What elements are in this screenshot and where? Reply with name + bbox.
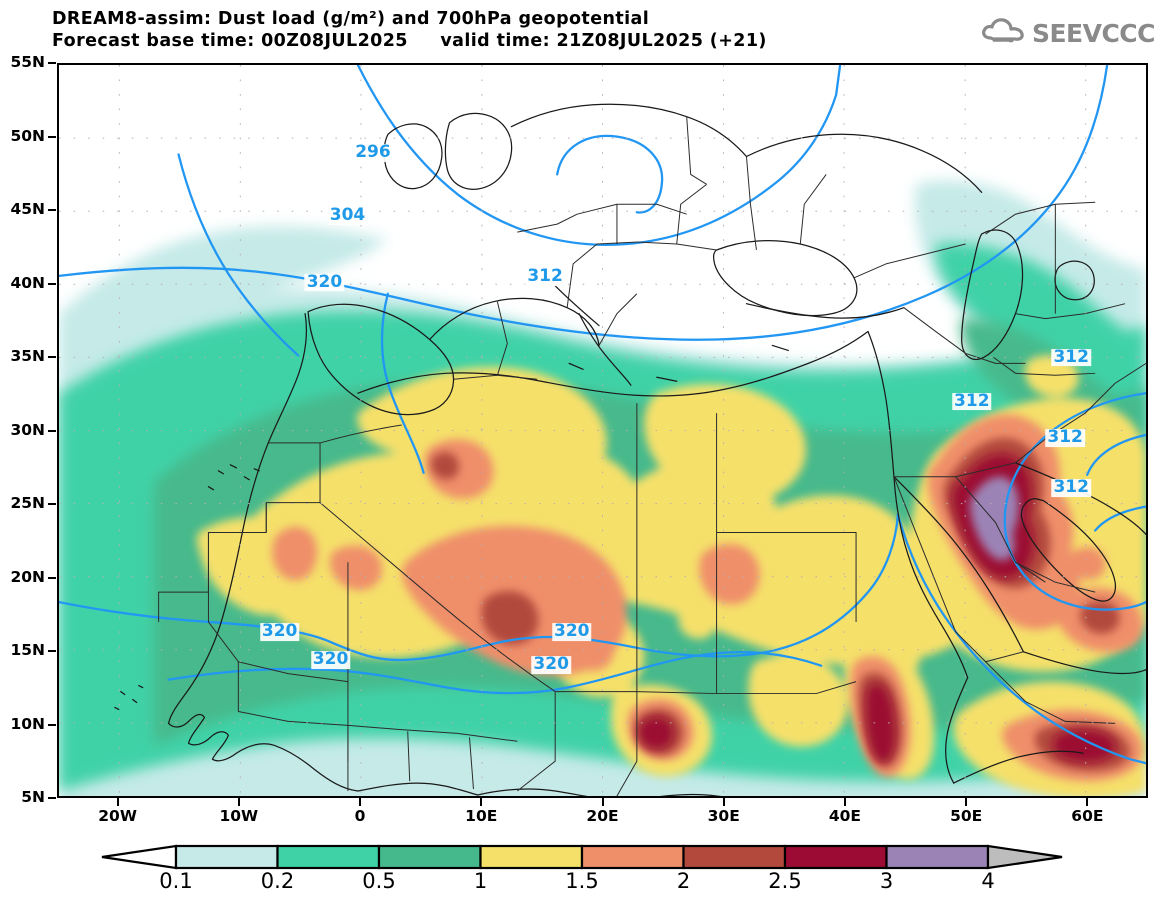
x-axis-label: 60E bbox=[1071, 807, 1104, 825]
colorbar-swatch bbox=[682, 844, 787, 870]
colorbar-tick-label: 0.5 bbox=[362, 869, 396, 893]
colorbar-swatch bbox=[885, 844, 990, 870]
y-axis-label: 15N bbox=[10, 641, 45, 659]
map-plot-area: 296 304 312 312 312 312 312 320 320 320 320 320 bbox=[57, 63, 1148, 798]
country-borders bbox=[158, 116, 1146, 796]
y-axis-label: 30N bbox=[10, 420, 45, 439]
colorbar-swatch bbox=[580, 844, 685, 870]
y-axis-tick bbox=[48, 723, 56, 726]
colorbar-swatch bbox=[479, 844, 584, 870]
y-axis-tick bbox=[48, 576, 56, 579]
logo-text: SEEVCCC bbox=[1031, 18, 1156, 48]
y-axis-tick bbox=[48, 429, 56, 432]
y-axis-tick bbox=[48, 356, 56, 358]
y-axis-tick bbox=[48, 797, 56, 799]
contour-value-label: 312 bbox=[1051, 477, 1091, 498]
x-axis-tick bbox=[480, 798, 483, 806]
coastlines bbox=[114, 103, 1146, 796]
colorbar-tick-label: 1 bbox=[473, 869, 488, 893]
x-axis-tick bbox=[1086, 798, 1089, 806]
colorbar-swatch bbox=[276, 844, 381, 870]
dust-load-map bbox=[59, 65, 1146, 796]
y-axis-tick bbox=[48, 135, 56, 138]
seevccc-logo: SEEVCCC bbox=[981, 16, 1156, 50]
y-axis-tick bbox=[48, 209, 56, 211]
contour-value-label: 320 bbox=[531, 653, 571, 674]
colorbar-tick-label: 2.5 bbox=[768, 869, 802, 893]
x-axis-tick bbox=[722, 798, 725, 806]
y-axis-label: 20N bbox=[10, 567, 45, 586]
x-axis-label: 40E bbox=[828, 807, 862, 825]
x-axis-label: 50E bbox=[950, 807, 983, 825]
x-axis-tick bbox=[116, 798, 119, 806]
y-axis-label: 10N bbox=[10, 714, 45, 733]
contour-value-label: 304 bbox=[327, 205, 368, 226]
colorbar: 0.1 0.2 0.5 1 1.5 2 2.5 3 4 bbox=[0, 838, 1165, 907]
y-axis-tick bbox=[48, 62, 56, 64]
y-axis-label: 50N bbox=[10, 126, 45, 145]
colorbar-tick-label: 4 bbox=[981, 869, 995, 893]
x-axis-label: 10E bbox=[465, 807, 498, 825]
chart-header: DREAM8-assim: Dust load (g/m²) and 700hP… bbox=[0, 0, 1165, 58]
x-axis-label: 0 bbox=[354, 807, 366, 825]
colorbar-swatch bbox=[174, 844, 279, 870]
colorbar-tick-label: 3 bbox=[879, 869, 894, 893]
colorbar-tick-label: 0.2 bbox=[260, 869, 295, 893]
y-axis-label: 25N bbox=[10, 494, 45, 512]
contour-value-label: 320 bbox=[552, 621, 592, 642]
contour-value-label: 320 bbox=[259, 621, 300, 642]
colorbar-swatches bbox=[101, 844, 1063, 870]
x-axis-label: 30E bbox=[707, 807, 740, 825]
x-axis-tick bbox=[965, 798, 968, 806]
x-axis-tick bbox=[843, 798, 846, 806]
x-axis-label: 20W bbox=[98, 807, 137, 825]
contour-value-label: 312 bbox=[1051, 346, 1091, 367]
x-axis-tick bbox=[359, 798, 362, 806]
forecast-time-subtitle: Forecast base time: 00Z08JUL2025 valid t… bbox=[52, 31, 767, 51]
y-axis-tick bbox=[48, 282, 56, 285]
colorbar-tick-label: 1.5 bbox=[565, 869, 599, 893]
y-axis-label: 45N bbox=[10, 200, 45, 218]
x-axis-tick bbox=[601, 798, 604, 806]
y-axis-tick bbox=[48, 503, 56, 505]
x-axis-label: 20E bbox=[586, 807, 619, 825]
x-axis-label: 10W bbox=[219, 807, 259, 825]
contour-value-label: 312 bbox=[1045, 427, 1085, 448]
page-title: DREAM8-assim: Dust load (g/m²) and 700hP… bbox=[52, 9, 650, 29]
y-axis-label: 55N bbox=[10, 53, 45, 71]
colorbar-under-arrow bbox=[101, 844, 178, 870]
y-axis-label: 40N bbox=[10, 273, 45, 292]
colorbar-swatch bbox=[377, 844, 482, 870]
contour-value-label: 296 bbox=[353, 142, 393, 163]
x-axis-tick bbox=[237, 798, 240, 806]
colorbar-over-arrow bbox=[986, 844, 1063, 870]
y-axis-tick bbox=[48, 650, 56, 652]
contour-value-label: 312 bbox=[952, 390, 992, 411]
contour-value-label: 320 bbox=[304, 271, 345, 292]
colorbar-tick-label: 0.1 bbox=[159, 869, 193, 893]
contour-value-label: 320 bbox=[310, 649, 351, 670]
y-axis-label: 5N bbox=[21, 788, 45, 806]
y-axis-label: 35N bbox=[10, 347, 45, 365]
colorbar-swatch bbox=[783, 844, 888, 870]
contour-value-label: 312 bbox=[525, 265, 565, 286]
cloud-icon bbox=[981, 17, 1027, 49]
colorbar-tick-label: 2 bbox=[676, 869, 691, 893]
